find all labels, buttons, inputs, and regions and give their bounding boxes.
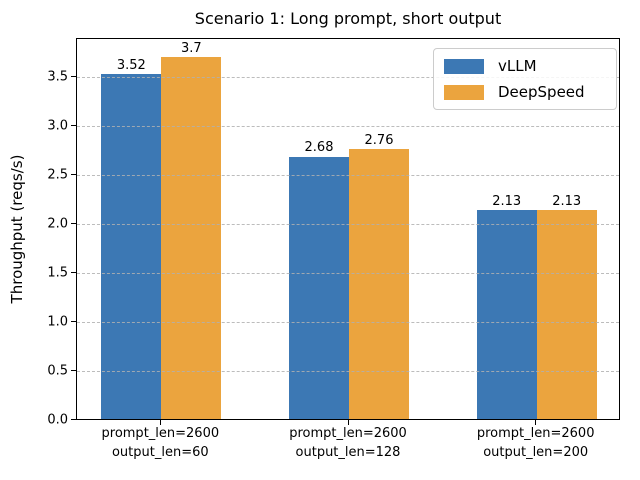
y-tick-label: 2.0 bbox=[47, 216, 68, 232]
bar-value-label: 2.13 bbox=[552, 194, 582, 210]
y-tick-label: 0.5 bbox=[47, 363, 68, 379]
y-tick-label: 1.5 bbox=[47, 265, 68, 281]
y-tick-mark bbox=[71, 370, 76, 372]
y-tick-mark bbox=[71, 419, 76, 420]
bar-deepspeed-0 bbox=[161, 56, 222, 419]
x-tick-mark bbox=[535, 420, 537, 425]
bar-value-label: 2.13 bbox=[492, 194, 522, 210]
bar-value-label: 2.76 bbox=[364, 132, 394, 148]
y-gridline bbox=[77, 371, 619, 373]
y-tick-label: 1.0 bbox=[47, 314, 68, 330]
y-tick-mark bbox=[71, 174, 76, 176]
y-gridline bbox=[77, 126, 619, 128]
y-tick-mark bbox=[71, 321, 76, 323]
y-gridline bbox=[77, 224, 619, 226]
bar-vllm-1 bbox=[289, 156, 349, 419]
x-tick-label: prompt_len=2600 output_len=200 bbox=[476, 426, 595, 460]
legend-item-deepspeed: DeepSpeed bbox=[444, 83, 606, 101]
y-tick-mark bbox=[71, 223, 76, 225]
y-tick-mark bbox=[71, 76, 76, 78]
x-tick-mark bbox=[159, 420, 161, 425]
bar-deepspeed-2 bbox=[536, 210, 597, 419]
y-axis-label: Throughput (reqs/s) bbox=[8, 154, 26, 304]
y-tick-label: 3.0 bbox=[47, 118, 68, 134]
y-gridline bbox=[77, 77, 619, 79]
x-tick-mark bbox=[347, 420, 349, 425]
bar-value-label: 2.68 bbox=[304, 140, 334, 156]
legend: vLLM DeepSpeed bbox=[433, 48, 617, 110]
legend-swatch-vllm bbox=[444, 58, 484, 74]
legend-label-vllm: vLLM bbox=[498, 57, 537, 75]
y-gridline bbox=[77, 322, 619, 324]
legend-swatch-deepspeed bbox=[444, 84, 484, 100]
y-tick-label: 3.5 bbox=[47, 69, 68, 85]
legend-label-deepspeed: DeepSpeed bbox=[498, 83, 585, 101]
y-gridline bbox=[77, 175, 619, 177]
y-tick-label: 0.0 bbox=[47, 412, 68, 428]
y-tick-label: 2.5 bbox=[47, 167, 68, 183]
legend-item-vllm: vLLM bbox=[444, 57, 606, 75]
x-tick-label: prompt_len=2600 output_len=60 bbox=[101, 426, 220, 460]
bar-value-label: 3.7 bbox=[180, 40, 202, 56]
y-tick-mark bbox=[71, 272, 76, 274]
bar-value-label: 3.52 bbox=[116, 58, 146, 74]
y-tick-mark bbox=[71, 125, 76, 127]
chart-title: Scenario 1: Long prompt, short output bbox=[194, 9, 502, 28]
bar-vllm-2 bbox=[476, 210, 537, 419]
bar-deepspeed-1 bbox=[349, 148, 409, 419]
y-gridline bbox=[77, 273, 619, 275]
bar-vllm-0 bbox=[101, 74, 162, 419]
x-tick-label: prompt_len=2600 output_len=128 bbox=[289, 426, 407, 460]
